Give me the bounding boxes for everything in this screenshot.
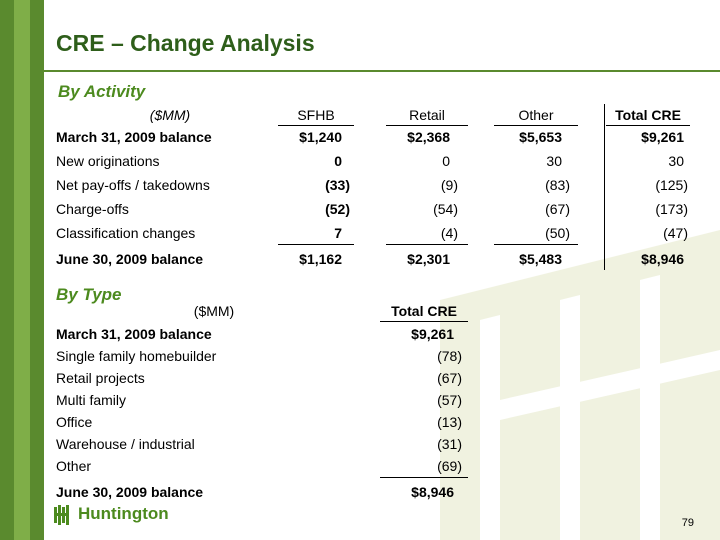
left-accent-stripe [14,0,30,540]
activity-row-label: June 30, 2009 balance [56,251,204,267]
type-row-label: March 31, 2009 balance [56,326,212,342]
activity-cell: $8,946 [641,251,684,267]
by-type-heading: By Type [56,285,122,304]
type-row-label: Warehouse / industrial [56,436,195,452]
activity-cell: 30 [546,153,562,169]
activity-cell: $2,301 [407,251,450,267]
type-cell: $9,261 [411,326,454,342]
activity-cell: $1,162 [299,251,342,267]
type-row-label: Single family homebuilder [56,348,217,364]
activity-row-label: Charge-offs [56,201,129,217]
type-cell: (78) [437,348,462,364]
activity-cell: 0 [442,153,450,169]
activity-col-other: Other [518,107,554,123]
activity-cell: $2,368 [407,129,450,145]
type-units-header: ($MM) [193,303,235,319]
activity-cell: (52) [325,201,350,217]
activity-units-header: ($MM) [149,107,191,123]
subtotal-rule-other [494,244,578,245]
type-cell: (57) [437,392,462,408]
activity-col-retail: Retail [409,107,445,123]
type-col-total: Total CRE [391,303,457,319]
type-row-label: Office [56,414,93,430]
subtotal-rule-retail [386,244,468,245]
activity-cell: (67) [545,201,570,217]
activity-row-label: March 31, 2009 balance [56,129,212,145]
slide-title: CRE – Change Analysis [56,30,315,56]
left-accent-bar [0,0,44,540]
huntington-logo-text: Huntington [78,504,169,523]
activity-cell: (50) [545,225,570,241]
activity-col-total: Total CRE [615,107,681,123]
activity-cell: (83) [545,177,570,193]
page-number: 79 [681,517,694,529]
activity-cell: $5,483 [519,251,562,267]
activity-cell: (47) [663,225,688,241]
activity-cell: (33) [325,177,350,193]
type-header-rule [380,321,468,322]
activity-cell: $5,653 [519,129,562,145]
title-underline [44,70,720,72]
type-row-label: June 30, 2009 balance [56,484,204,500]
activity-cell: 7 [334,225,342,241]
header-rule-other [494,125,578,126]
type-row-label: Multi family [56,392,127,408]
type-cell: (13) [437,414,462,430]
type-cell: $8,946 [411,484,454,500]
header-rule-retail [386,125,468,126]
type-subtotal-rule [380,477,468,478]
activity-row-label: Net pay-offs / takedowns [56,177,210,193]
subtotal-rule-sfhb [278,244,354,245]
activity-row-label: Classification changes [56,225,196,241]
type-cell: (69) [437,458,462,474]
header-rule-sfhb [278,125,354,126]
type-row-label: Retail projects [56,370,145,386]
type-cell: (67) [437,370,462,386]
header-rule-total [606,125,690,126]
activity-cell: $9,261 [641,129,684,145]
by-activity-heading: By Activity [58,82,146,101]
activity-cell: 0 [334,153,342,169]
activity-cell: (9) [440,177,458,193]
activity-cell: 30 [668,153,684,169]
type-row-label: Other [56,458,92,474]
activity-col-sfhb: SFHB [297,107,335,123]
huntington-logo-icon [54,505,69,525]
activity-cell: (4) [440,225,458,241]
activity-cell: (54) [433,201,458,217]
activity-cell: (173) [655,201,688,217]
total-column-divider [604,104,605,270]
activity-row-label: New originations [56,153,160,169]
type-cell: (31) [437,436,462,452]
activity-cell: $1,240 [299,129,342,145]
activity-cell: (125) [655,177,688,193]
